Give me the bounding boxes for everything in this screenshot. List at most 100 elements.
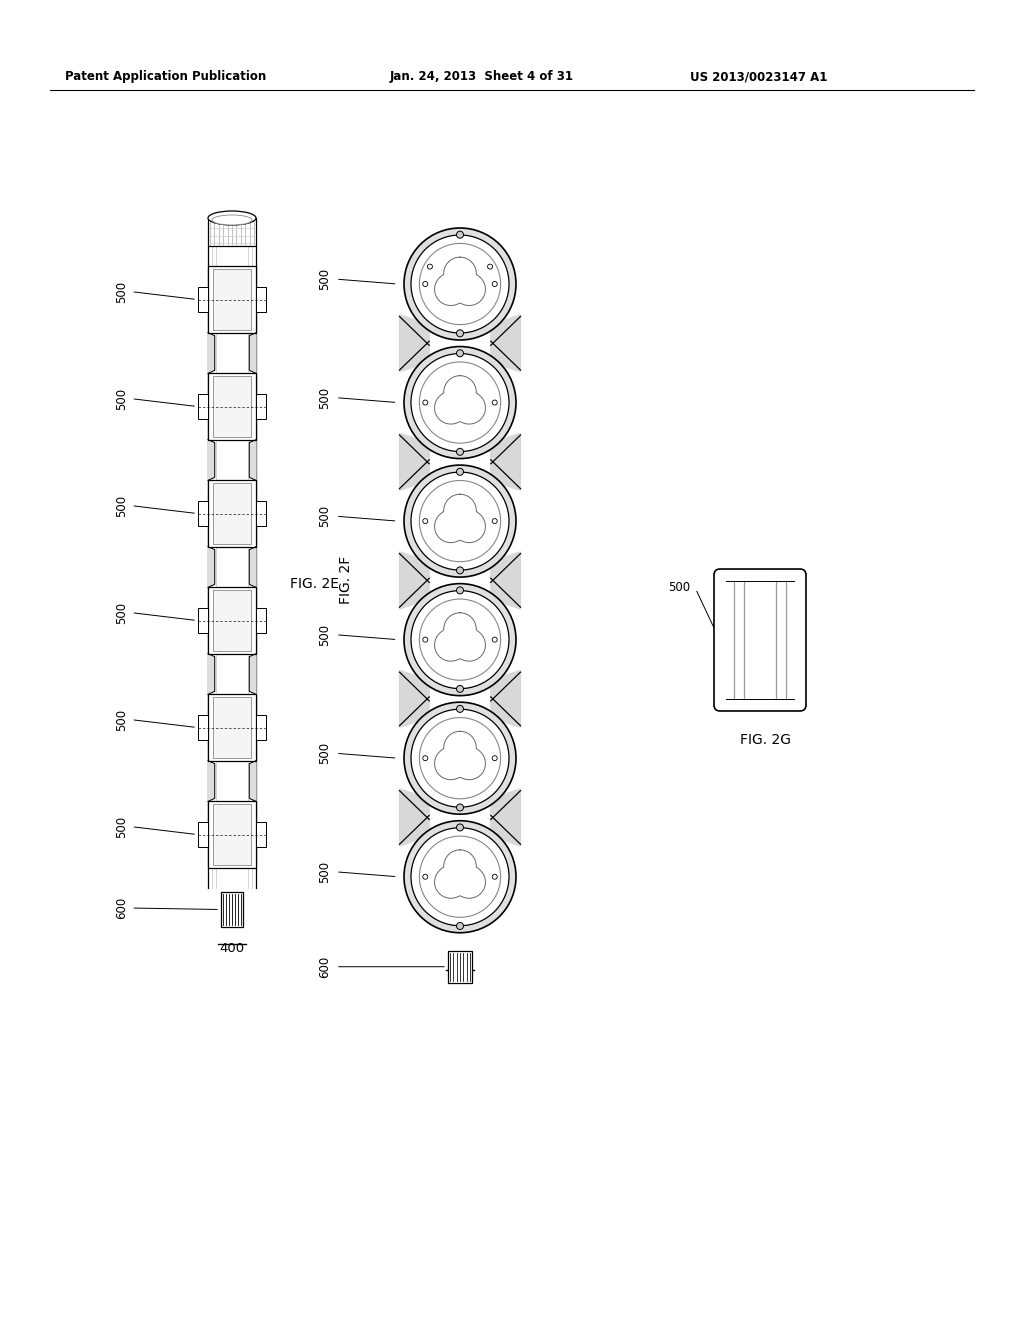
Ellipse shape xyxy=(420,599,501,680)
Polygon shape xyxy=(208,546,215,587)
Text: 600: 600 xyxy=(116,896,128,919)
Circle shape xyxy=(457,923,464,929)
Circle shape xyxy=(493,874,498,879)
Bar xyxy=(221,892,243,927)
Circle shape xyxy=(457,685,464,693)
Ellipse shape xyxy=(420,243,501,325)
Text: 500: 500 xyxy=(668,581,690,594)
Ellipse shape xyxy=(404,228,516,341)
Ellipse shape xyxy=(404,465,516,577)
Ellipse shape xyxy=(404,347,516,458)
Bar xyxy=(208,694,256,760)
Bar xyxy=(208,218,256,246)
Circle shape xyxy=(457,449,464,455)
Ellipse shape xyxy=(411,709,509,808)
Polygon shape xyxy=(399,433,429,490)
Polygon shape xyxy=(249,333,256,374)
Text: FIG. 2F: FIG. 2F xyxy=(339,556,353,605)
Text: Patent Application Publication: Patent Application Publication xyxy=(65,70,266,83)
Ellipse shape xyxy=(411,590,509,689)
Ellipse shape xyxy=(411,828,509,925)
Polygon shape xyxy=(399,789,429,846)
Polygon shape xyxy=(399,552,429,609)
Ellipse shape xyxy=(411,473,509,570)
Ellipse shape xyxy=(411,235,509,333)
Circle shape xyxy=(423,519,428,524)
Polygon shape xyxy=(399,671,429,727)
Text: 500: 500 xyxy=(318,623,331,645)
Bar xyxy=(208,801,256,867)
Bar xyxy=(256,822,266,847)
Polygon shape xyxy=(249,760,256,801)
Text: 500: 500 xyxy=(116,388,128,409)
Polygon shape xyxy=(490,314,520,372)
Polygon shape xyxy=(208,333,215,374)
Circle shape xyxy=(423,638,428,642)
Bar xyxy=(198,393,208,420)
Bar xyxy=(256,715,266,741)
Text: 500: 500 xyxy=(116,816,128,838)
Bar xyxy=(213,269,251,330)
Ellipse shape xyxy=(411,354,509,451)
Circle shape xyxy=(457,705,464,713)
Ellipse shape xyxy=(212,215,252,224)
Bar xyxy=(256,393,266,420)
Circle shape xyxy=(423,400,428,405)
Polygon shape xyxy=(208,440,215,480)
Text: US 2013/0023147 A1: US 2013/0023147 A1 xyxy=(690,70,827,83)
Circle shape xyxy=(493,519,498,524)
Polygon shape xyxy=(249,653,256,694)
Bar xyxy=(198,609,208,634)
Circle shape xyxy=(423,281,428,286)
Text: 600: 600 xyxy=(318,956,331,978)
Text: 400: 400 xyxy=(447,968,472,981)
Circle shape xyxy=(457,566,464,574)
FancyBboxPatch shape xyxy=(714,569,806,711)
Bar xyxy=(213,804,251,865)
Polygon shape xyxy=(490,552,520,609)
Bar xyxy=(449,950,472,982)
Text: 500: 500 xyxy=(116,280,128,302)
Polygon shape xyxy=(249,546,256,587)
Circle shape xyxy=(457,330,464,337)
Circle shape xyxy=(457,231,464,238)
Bar xyxy=(208,480,256,546)
Text: 500: 500 xyxy=(318,387,331,409)
Polygon shape xyxy=(208,760,215,801)
Polygon shape xyxy=(490,433,520,490)
Circle shape xyxy=(493,281,498,286)
Circle shape xyxy=(487,264,493,269)
Circle shape xyxy=(493,400,498,405)
Ellipse shape xyxy=(404,702,516,814)
Ellipse shape xyxy=(420,836,501,917)
Text: 500: 500 xyxy=(318,861,331,883)
Circle shape xyxy=(457,469,464,475)
Ellipse shape xyxy=(420,362,501,444)
Text: 500: 500 xyxy=(318,506,331,527)
Text: 500: 500 xyxy=(116,602,128,623)
Circle shape xyxy=(457,350,464,356)
Bar xyxy=(208,267,256,333)
Ellipse shape xyxy=(420,718,501,799)
Bar xyxy=(213,697,251,758)
Text: FIG. 2G: FIG. 2G xyxy=(739,733,791,747)
Circle shape xyxy=(427,264,432,269)
Bar xyxy=(198,822,208,847)
Bar xyxy=(198,286,208,312)
Circle shape xyxy=(457,587,464,594)
Text: 500: 500 xyxy=(318,742,331,764)
Text: Jan. 24, 2013  Sheet 4 of 31: Jan. 24, 2013 Sheet 4 of 31 xyxy=(390,70,574,83)
Polygon shape xyxy=(208,653,215,694)
Bar xyxy=(208,374,256,440)
Circle shape xyxy=(457,824,464,832)
Circle shape xyxy=(493,755,498,760)
Text: 500: 500 xyxy=(116,709,128,730)
Circle shape xyxy=(423,874,428,879)
Ellipse shape xyxy=(404,583,516,696)
Circle shape xyxy=(493,638,498,642)
Ellipse shape xyxy=(404,821,516,933)
Polygon shape xyxy=(490,671,520,727)
Circle shape xyxy=(457,804,464,810)
Text: 500: 500 xyxy=(116,495,128,516)
Circle shape xyxy=(423,755,428,760)
